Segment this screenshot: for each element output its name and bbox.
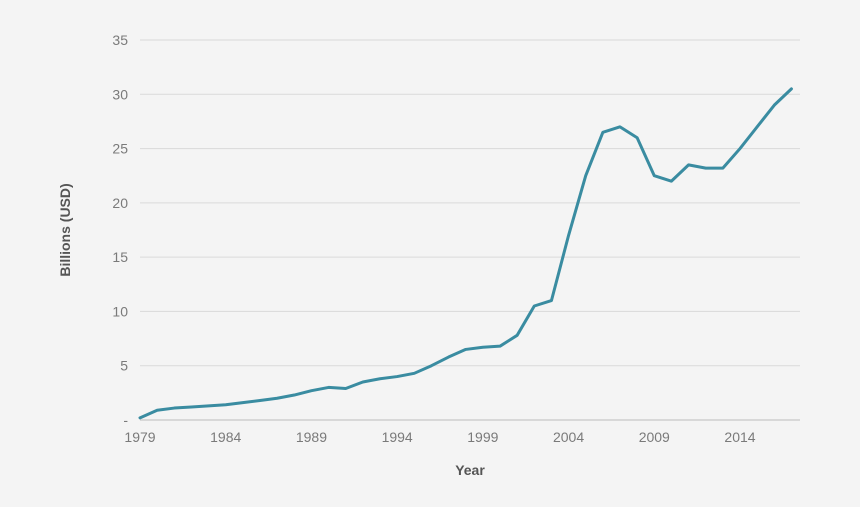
x-tick-label: 1994 [382,429,413,445]
y-tick-label: 25 [112,141,128,157]
series-line [140,89,791,418]
x-tick-label: 1979 [124,429,155,445]
line-chart: - 5 10 15 20 25 30 35 1979 1984 1989 1994 1999 2004 20… [0,0,860,507]
x-tick-label: 1999 [467,429,498,445]
y-tick-label: 35 [112,32,128,48]
x-tick-label: 2014 [724,429,755,445]
y-tick-label: 5 [120,358,128,374]
x-tick-label: 2004 [553,429,584,445]
y-tick-label: 20 [112,195,128,211]
x-tick-label: 2009 [639,429,670,445]
y-tick-label: 15 [112,249,128,265]
y-tick-label: 10 [112,303,128,319]
y-tick-label: - [123,412,128,428]
chart-container: - 5 10 15 20 25 30 35 1979 1984 1989 1994 1999 2004 20… [0,0,860,507]
x-tick-label: 1984 [210,429,241,445]
x-axis-label: Year [455,462,485,478]
x-tick-label: 1989 [296,429,327,445]
y-axis-label: Billions (USD) [57,183,73,276]
y-tick-label: 30 [112,86,128,102]
